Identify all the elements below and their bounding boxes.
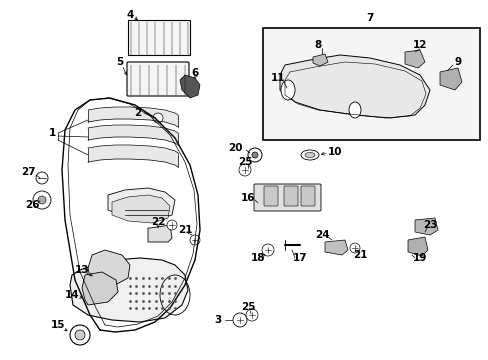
Circle shape xyxy=(75,330,85,340)
Circle shape xyxy=(251,152,258,158)
Circle shape xyxy=(239,164,250,176)
Circle shape xyxy=(70,325,90,345)
Circle shape xyxy=(36,172,48,184)
Text: 8: 8 xyxy=(314,40,321,50)
Polygon shape xyxy=(180,75,200,98)
Circle shape xyxy=(153,113,163,123)
Text: 20: 20 xyxy=(227,143,242,153)
Text: 18: 18 xyxy=(250,253,264,263)
Text: 14: 14 xyxy=(64,290,79,300)
Circle shape xyxy=(349,243,359,253)
Polygon shape xyxy=(82,272,118,305)
Circle shape xyxy=(190,235,200,245)
Text: 11: 11 xyxy=(270,73,285,83)
Text: 2: 2 xyxy=(134,108,142,118)
Text: 5: 5 xyxy=(116,57,123,67)
Text: 9: 9 xyxy=(453,57,461,67)
Ellipse shape xyxy=(348,102,360,118)
Ellipse shape xyxy=(281,80,294,100)
Polygon shape xyxy=(439,68,461,90)
Text: 1: 1 xyxy=(48,128,56,138)
Circle shape xyxy=(247,148,262,162)
Polygon shape xyxy=(112,195,170,223)
Text: 15: 15 xyxy=(51,320,65,330)
FancyBboxPatch shape xyxy=(253,184,320,211)
Text: 19: 19 xyxy=(412,253,427,263)
Circle shape xyxy=(245,309,258,321)
Polygon shape xyxy=(407,237,427,256)
Text: 25: 25 xyxy=(237,157,252,167)
Polygon shape xyxy=(325,240,347,255)
Polygon shape xyxy=(414,218,437,235)
FancyBboxPatch shape xyxy=(264,186,278,206)
Polygon shape xyxy=(280,55,429,118)
Text: 24: 24 xyxy=(314,230,328,240)
Circle shape xyxy=(262,244,273,256)
FancyBboxPatch shape xyxy=(127,62,189,96)
Text: 16: 16 xyxy=(240,193,255,203)
Text: 12: 12 xyxy=(412,40,427,50)
FancyBboxPatch shape xyxy=(284,186,297,206)
Bar xyxy=(128,20,190,55)
Text: 23: 23 xyxy=(422,220,436,230)
Polygon shape xyxy=(108,188,175,220)
Text: 25: 25 xyxy=(240,302,255,312)
Text: 13: 13 xyxy=(75,265,89,275)
Circle shape xyxy=(167,220,177,230)
Text: 4: 4 xyxy=(126,10,133,20)
Text: 26: 26 xyxy=(25,200,39,210)
Text: 17: 17 xyxy=(292,253,306,263)
Text: 6: 6 xyxy=(191,68,198,78)
Ellipse shape xyxy=(305,153,314,158)
Text: 21: 21 xyxy=(177,225,192,235)
Text: 21: 21 xyxy=(352,250,366,260)
Polygon shape xyxy=(88,250,130,285)
Bar xyxy=(263,28,479,140)
Polygon shape xyxy=(70,258,187,322)
Circle shape xyxy=(33,191,51,209)
Circle shape xyxy=(232,313,246,327)
Circle shape xyxy=(38,196,46,204)
Text: 22: 22 xyxy=(150,217,165,227)
Text: 7: 7 xyxy=(366,13,373,23)
Polygon shape xyxy=(148,225,172,242)
Ellipse shape xyxy=(301,150,318,160)
FancyBboxPatch shape xyxy=(301,186,314,206)
Polygon shape xyxy=(312,54,327,66)
Text: 3: 3 xyxy=(214,315,221,325)
Polygon shape xyxy=(404,50,424,68)
Text: 27: 27 xyxy=(20,167,35,177)
Text: 10: 10 xyxy=(327,147,342,157)
